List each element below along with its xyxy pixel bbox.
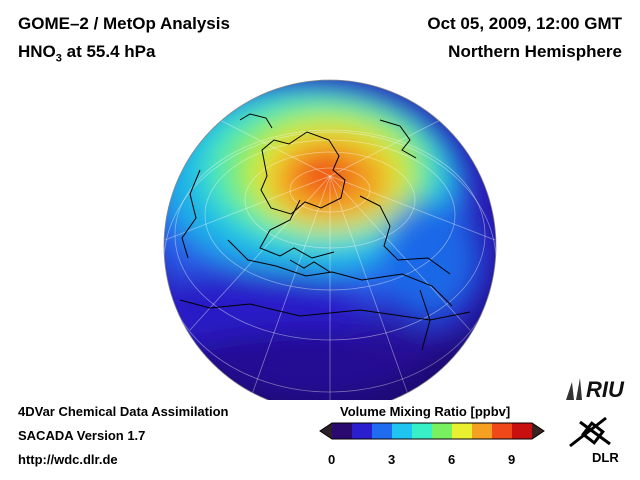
colorbar-tick-label: 0 <box>328 452 336 467</box>
colorbar-segment <box>492 423 513 439</box>
title-species: HNO <box>18 42 56 61</box>
colorbar-segment <box>412 423 433 439</box>
date-label: Oct 05, 2009, 12:00 GMT <box>427 14 622 33</box>
colorbar-segment <box>392 423 413 439</box>
colorbar-over-arrow <box>532 423 544 439</box>
globe-map <box>163 79 497 400</box>
colorbar-title: Volume Mixing Ratio [ppbv] <box>340 404 511 419</box>
globe-field <box>164 80 496 400</box>
colorbar-segment <box>452 423 473 439</box>
riu-logo-text: RIU <box>586 377 625 402</box>
title-level: at 55.4 hPa <box>61 42 156 61</box>
colorbar-under-arrow <box>320 423 332 439</box>
colorbar-frame <box>319 422 545 440</box>
footer-url: http://wdc.dlr.de <box>18 452 118 467</box>
colorbar-segment <box>372 423 393 439</box>
footer-line1: 4DVar Chemical Data Assimilation <box>18 404 229 419</box>
dlr-logo <box>569 416 611 448</box>
title-line2: HNO3 at 55.4 hPa <box>18 42 155 64</box>
colorbar-segment <box>432 423 453 439</box>
dlr-logo-text: DLR <box>592 450 619 465</box>
footer-line2: SACADA Version 1.7 <box>18 428 146 443</box>
colorbar-tick-label: 3 <box>388 452 396 467</box>
colorbar-segment <box>472 423 493 439</box>
colorbar-segment <box>512 423 533 439</box>
riu-logo: RIU <box>566 377 625 402</box>
region-label: Northern Hemisphere <box>448 42 622 61</box>
colorbar <box>319 422 545 440</box>
colorbar-tick-label: 6 <box>448 452 456 467</box>
title-line1: GOME–2 / MetOp Analysis <box>18 14 230 33</box>
title-subscript: 3 <box>55 52 62 65</box>
colorbar-segment <box>352 423 373 439</box>
colorbar-tick-label: 9 <box>508 452 516 467</box>
colorbar-segment <box>332 423 353 439</box>
